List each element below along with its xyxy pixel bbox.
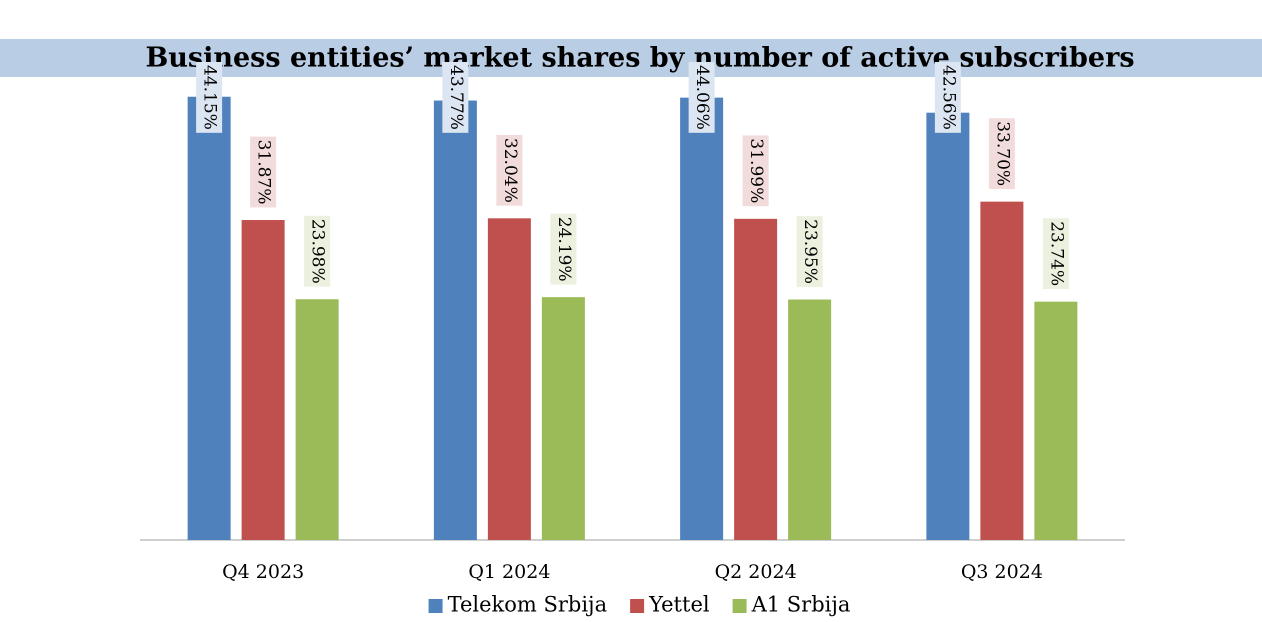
bar <box>734 218 778 540</box>
data-label-bg <box>442 62 469 133</box>
legend-label: Yettel <box>648 593 710 617</box>
data-label-text: 23.74% <box>1046 221 1066 286</box>
data-label-text: 44.06% <box>692 65 712 130</box>
data-label-text: 24.19% <box>554 217 574 282</box>
bar <box>788 299 832 540</box>
data-label-bg <box>688 62 715 133</box>
data-label: 32.04% <box>496 134 523 206</box>
data-label-text: 31.99% <box>746 138 766 203</box>
data-label: 23.74% <box>1042 218 1069 290</box>
data-label: 44.15% <box>196 62 223 133</box>
data-label-text: 23.95% <box>800 219 820 284</box>
data-label-text: 43.77% <box>446 65 466 130</box>
data-label: 23.98% <box>304 215 331 287</box>
bar <box>541 297 585 540</box>
data-label: 23.95% <box>796 216 823 287</box>
data-label-text: 32.04% <box>500 138 520 203</box>
data-label-text: 31.87% <box>254 140 274 205</box>
bar <box>187 96 231 540</box>
bar <box>487 218 531 540</box>
x-tick-label: Q2 2024 <box>715 561 797 583</box>
data-label-bg <box>742 135 769 207</box>
legend-label: A1 Srbija <box>751 593 851 617</box>
x-tick-label: Q4 2023 <box>222 561 304 583</box>
data-label-text: 33.70% <box>992 121 1012 186</box>
bar <box>241 220 285 540</box>
data-label-bg <box>496 134 523 206</box>
chart-title: Business entities’ market shares by numb… <box>145 43 1134 74</box>
legend-swatch <box>428 599 443 613</box>
data-label: 31.99% <box>742 135 769 207</box>
data-label-text: 42.56% <box>938 65 958 130</box>
data-label-bg <box>250 136 277 208</box>
data-label-bg <box>934 62 961 133</box>
bar <box>926 112 970 540</box>
data-label-bg <box>796 216 823 287</box>
data-label-bg <box>988 118 1015 190</box>
legend-swatch <box>630 599 645 613</box>
legend-label: Telekom Srbija <box>448 593 608 617</box>
data-label: 33.70% <box>988 118 1015 190</box>
data-label-text: 23.98% <box>308 219 328 284</box>
x-tick-label: Q3 2024 <box>961 561 1043 583</box>
data-label-bg <box>196 62 223 133</box>
data-label-text: 44.15% <box>200 65 220 130</box>
bar <box>295 299 339 540</box>
bar <box>433 100 477 541</box>
bar <box>1034 301 1078 540</box>
legend-swatch <box>732 599 747 613</box>
data-label-bg <box>304 215 331 287</box>
data-label: 42.56% <box>934 62 961 133</box>
data-label: 31.87% <box>250 136 277 208</box>
x-tick-label: Q1 2024 <box>468 561 550 583</box>
bar <box>980 201 1024 541</box>
data-label: 44.06% <box>688 62 715 133</box>
bar <box>680 97 724 540</box>
data-label-bg <box>1042 218 1069 290</box>
data-label-bg <box>550 213 577 285</box>
data-label: 24.19% <box>550 213 577 285</box>
data-label: 43.77% <box>442 62 469 133</box>
